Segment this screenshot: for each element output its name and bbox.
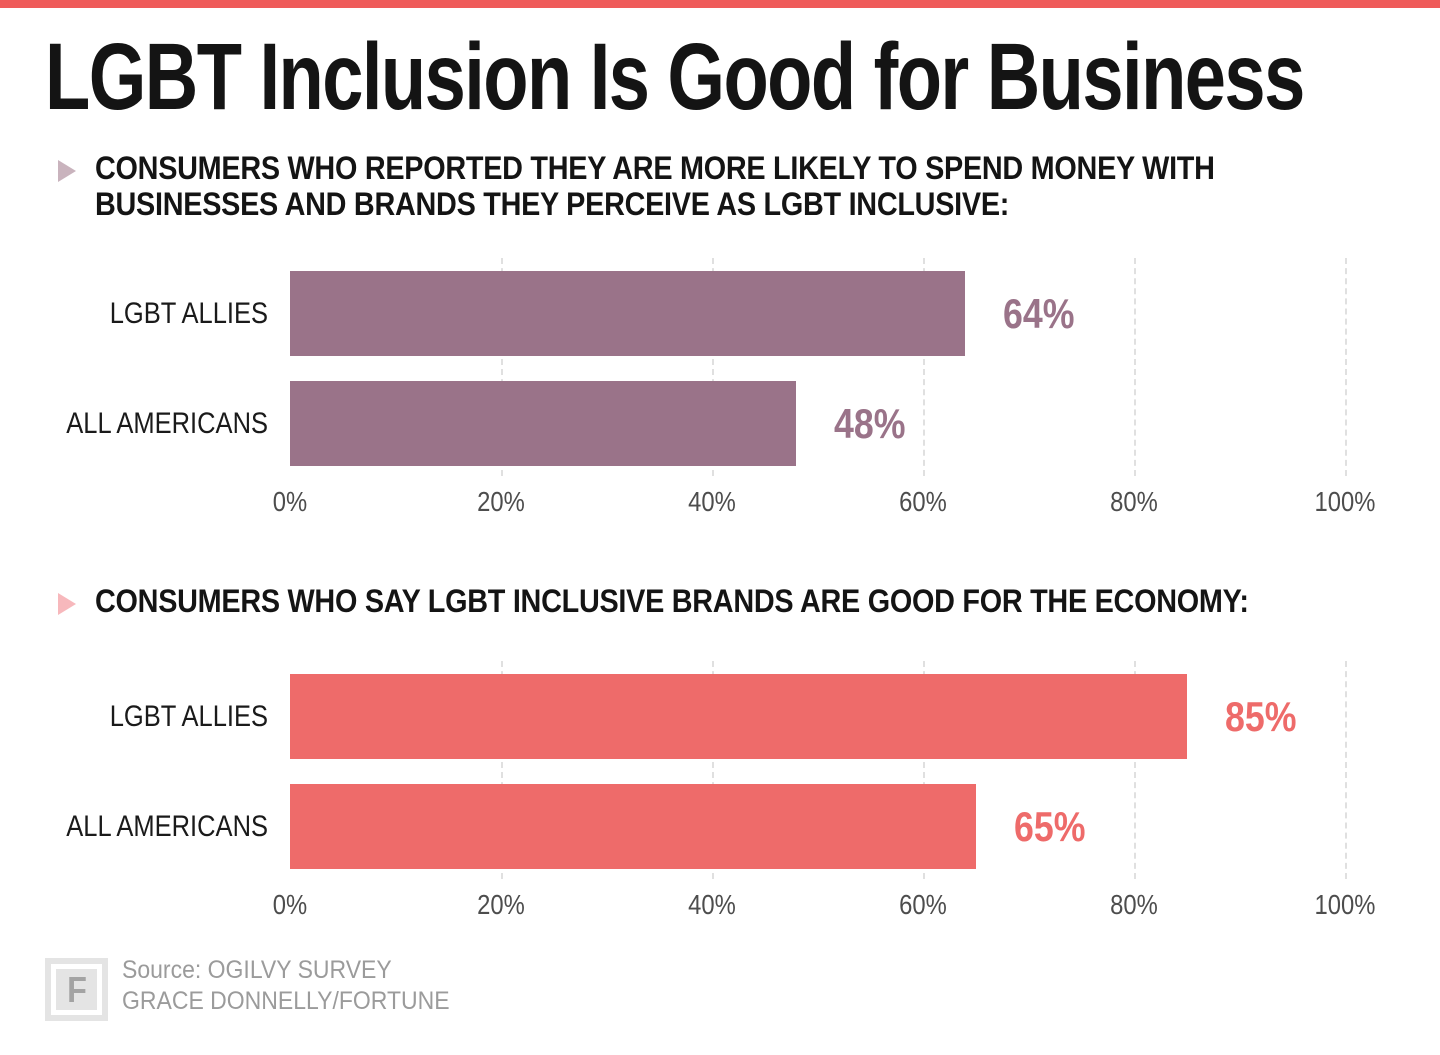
gridline: [1134, 661, 1136, 879]
gridline: [923, 661, 925, 879]
bar: [290, 674, 1187, 759]
gridline: [501, 258, 503, 476]
category-label: ALL AMERICANS: [66, 810, 269, 843]
value-label: 65%: [1013, 803, 1086, 850]
gridline: [501, 661, 503, 879]
x-tick-label: 60%: [899, 486, 947, 517]
gridline: [712, 258, 714, 476]
fortune-logo: F: [45, 958, 108, 1021]
x-tick-label: 80%: [1110, 889, 1158, 920]
gridline: [712, 661, 714, 879]
x-tick-label: 0%: [272, 889, 308, 920]
value-label: 64%: [1003, 290, 1075, 337]
gridline: [1345, 258, 1347, 476]
value-label: 48%: [834, 400, 906, 447]
triangle-bullet-icon: [58, 160, 76, 182]
section-1-title-line-2: BUSINESSES AND BRANDS THEY PERCEIVE AS L…: [95, 186, 1010, 222]
category-label: LGBT ALLIES: [109, 700, 269, 733]
bar-chart-good-economy: 0% 20% 40% 60% 80% 100% LGBT ALLIES 85% ALL AMER…: [0, 661, 1440, 931]
x-tick-label: 0%: [272, 486, 308, 517]
x-tick-label: 100%: [1314, 889, 1376, 920]
section-1-title: CONSUMERS WHO REPORTED THEY ARE MORE LIK…: [95, 150, 1215, 222]
x-tick-label: 40%: [688, 889, 736, 920]
x-tick-label: 60%: [899, 889, 947, 920]
category-label: LGBT ALLIES: [109, 297, 269, 330]
fortune-logo-letter: F: [66, 968, 87, 1010]
x-tick-label: 20%: [477, 889, 525, 920]
fortune-logo-frame: F: [51, 964, 102, 1015]
category-label: ALL AMERICANS: [66, 407, 269, 440]
page-title: LGBT Inclusion Is Good for Business: [45, 24, 1305, 130]
value-label: 85%: [1224, 693, 1297, 740]
x-tick-label: 80%: [1110, 486, 1158, 517]
section-1-title-line-1: CONSUMERS WHO REPORTED THEY ARE MORE LIK…: [95, 150, 1215, 186]
source-credits: Source: OGILVY SURVEY GRACE DONNELLY/FOR…: [122, 955, 450, 1017]
top-accent-bar: [0, 0, 1440, 8]
credit-line: GRACE DONNELLY/FORTUNE: [122, 987, 450, 1015]
gridline: [1345, 661, 1347, 879]
gridline: [1134, 258, 1136, 476]
bar-chart-spend-money: 0% 20% 40% 60% 80% 100% LGBT ALLIES 64% ALL AMER…: [0, 258, 1440, 528]
section-2-title: CONSUMERS WHO SAY LGBT INCLUSIVE BRANDS …: [95, 583, 1249, 619]
gridline: [923, 258, 925, 476]
bar: [290, 784, 976, 869]
x-tick-label: 20%: [477, 486, 525, 517]
bar: [290, 271, 966, 356]
x-tick-label: 40%: [688, 486, 736, 517]
footer: F Source: OGILVY SURVEY GRACE DONNELLY/F…: [45, 955, 845, 1025]
triangle-bullet-icon: [58, 593, 76, 615]
x-tick-label: 100%: [1314, 486, 1376, 517]
bar: [290, 381, 797, 466]
source-line: Source: OGILVY SURVEY: [122, 956, 392, 984]
section-2-title-line-1: CONSUMERS WHO SAY LGBT INCLUSIVE BRANDS …: [95, 583, 1249, 619]
